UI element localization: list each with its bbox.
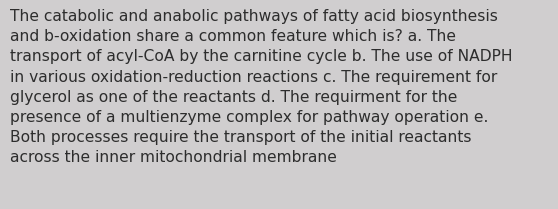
- Text: The catabolic and anabolic pathways of fatty acid biosynthesis
and b-oxidation s: The catabolic and anabolic pathways of f…: [10, 9, 513, 165]
